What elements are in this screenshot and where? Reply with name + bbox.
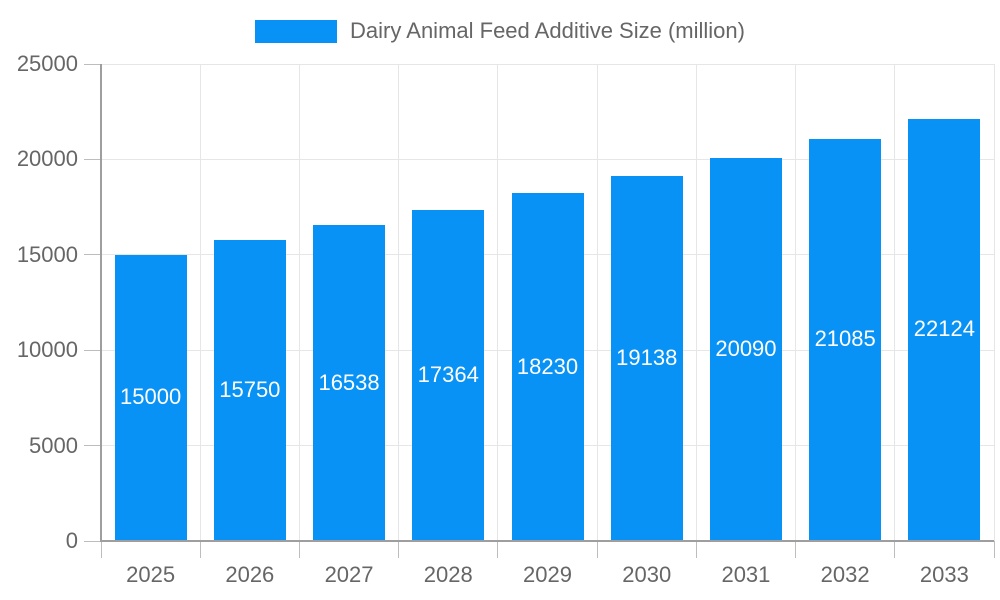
x-axis-tick	[398, 541, 400, 558]
gridline-vertical	[298, 64, 300, 541]
x-axis-label: 2025	[126, 562, 176, 587]
y-axis-tick	[84, 540, 101, 542]
x-axis-tick	[596, 541, 598, 558]
bar: 21085	[809, 138, 882, 540]
gridline-vertical	[894, 64, 896, 541]
gridline-vertical	[795, 64, 797, 541]
gridline-vertical	[497, 64, 499, 541]
x-axis-label: 2027	[324, 562, 374, 587]
x-axis-tick	[497, 541, 499, 558]
bar-value-label: 21085	[814, 326, 876, 352]
x-axis-label: 2031	[721, 562, 771, 587]
bar-value-label: 20090	[715, 335, 777, 361]
x-axis-label: 2033	[919, 562, 969, 587]
y-axis-line	[100, 64, 102, 541]
bar: 22124	[908, 118, 981, 540]
x-axis-tick	[100, 541, 102, 558]
x-axis-tick	[199, 541, 201, 558]
gridline-vertical	[596, 64, 598, 541]
gridline-horizontal	[101, 158, 994, 160]
bar-value-label: 22124	[913, 316, 975, 342]
y-axis-tick	[84, 349, 101, 351]
y-axis-label: 15000	[16, 241, 78, 267]
x-axis-line	[100, 540, 994, 542]
legend-color-swatch	[255, 19, 338, 43]
bar: 17364	[412, 209, 485, 540]
y-axis-label: 0	[65, 528, 78, 553]
x-axis-tick	[298, 541, 300, 558]
x-axis-tick	[695, 541, 697, 558]
x-axis-label: 2028	[423, 562, 473, 587]
x-axis-label: 2029	[523, 562, 572, 587]
y-axis-tick	[84, 158, 101, 160]
y-axis-label: 10000	[16, 337, 78, 363]
x-axis-label: 2030	[622, 562, 672, 587]
bar-value-label: 19138	[616, 344, 678, 370]
y-axis-tick	[84, 63, 101, 65]
bar: 20090	[709, 157, 782, 540]
gridline-vertical	[199, 64, 201, 541]
x-axis-label: 2032	[820, 562, 870, 587]
y-axis-label: 25000	[16, 51, 78, 76]
y-axis-tick	[84, 254, 101, 256]
x-axis-tick	[993, 541, 995, 558]
bar: 15750	[213, 240, 286, 540]
x-axis-label: 2026	[225, 562, 275, 587]
gridline-vertical	[993, 64, 995, 541]
chart-legend[interactable]: Dairy Animal Feed Additive Size (million…	[0, 18, 1000, 44]
y-axis-label: 20000	[16, 146, 78, 172]
legend-label: Dairy Animal Feed Additive Size (million…	[350, 18, 745, 43]
y-axis-label: 5000	[29, 432, 78, 458]
gridline-horizontal	[101, 63, 994, 65]
bar: 16538	[313, 225, 386, 540]
bar-value-label: 15750	[219, 377, 281, 403]
bar-value-label: 16538	[318, 369, 380, 395]
bar: 15000	[114, 254, 187, 540]
y-axis-tick	[84, 445, 101, 447]
bar-value-label: 17364	[417, 361, 479, 387]
bar-value-label: 18230	[516, 353, 579, 379]
x-axis-tick	[795, 541, 797, 558]
bar: 19138	[610, 175, 683, 540]
x-axis-tick	[894, 541, 896, 558]
gridline-vertical	[398, 64, 400, 541]
bar-value-label: 15000	[120, 384, 182, 410]
bar: 18230	[511, 193, 584, 540]
gridline-vertical	[695, 64, 697, 541]
